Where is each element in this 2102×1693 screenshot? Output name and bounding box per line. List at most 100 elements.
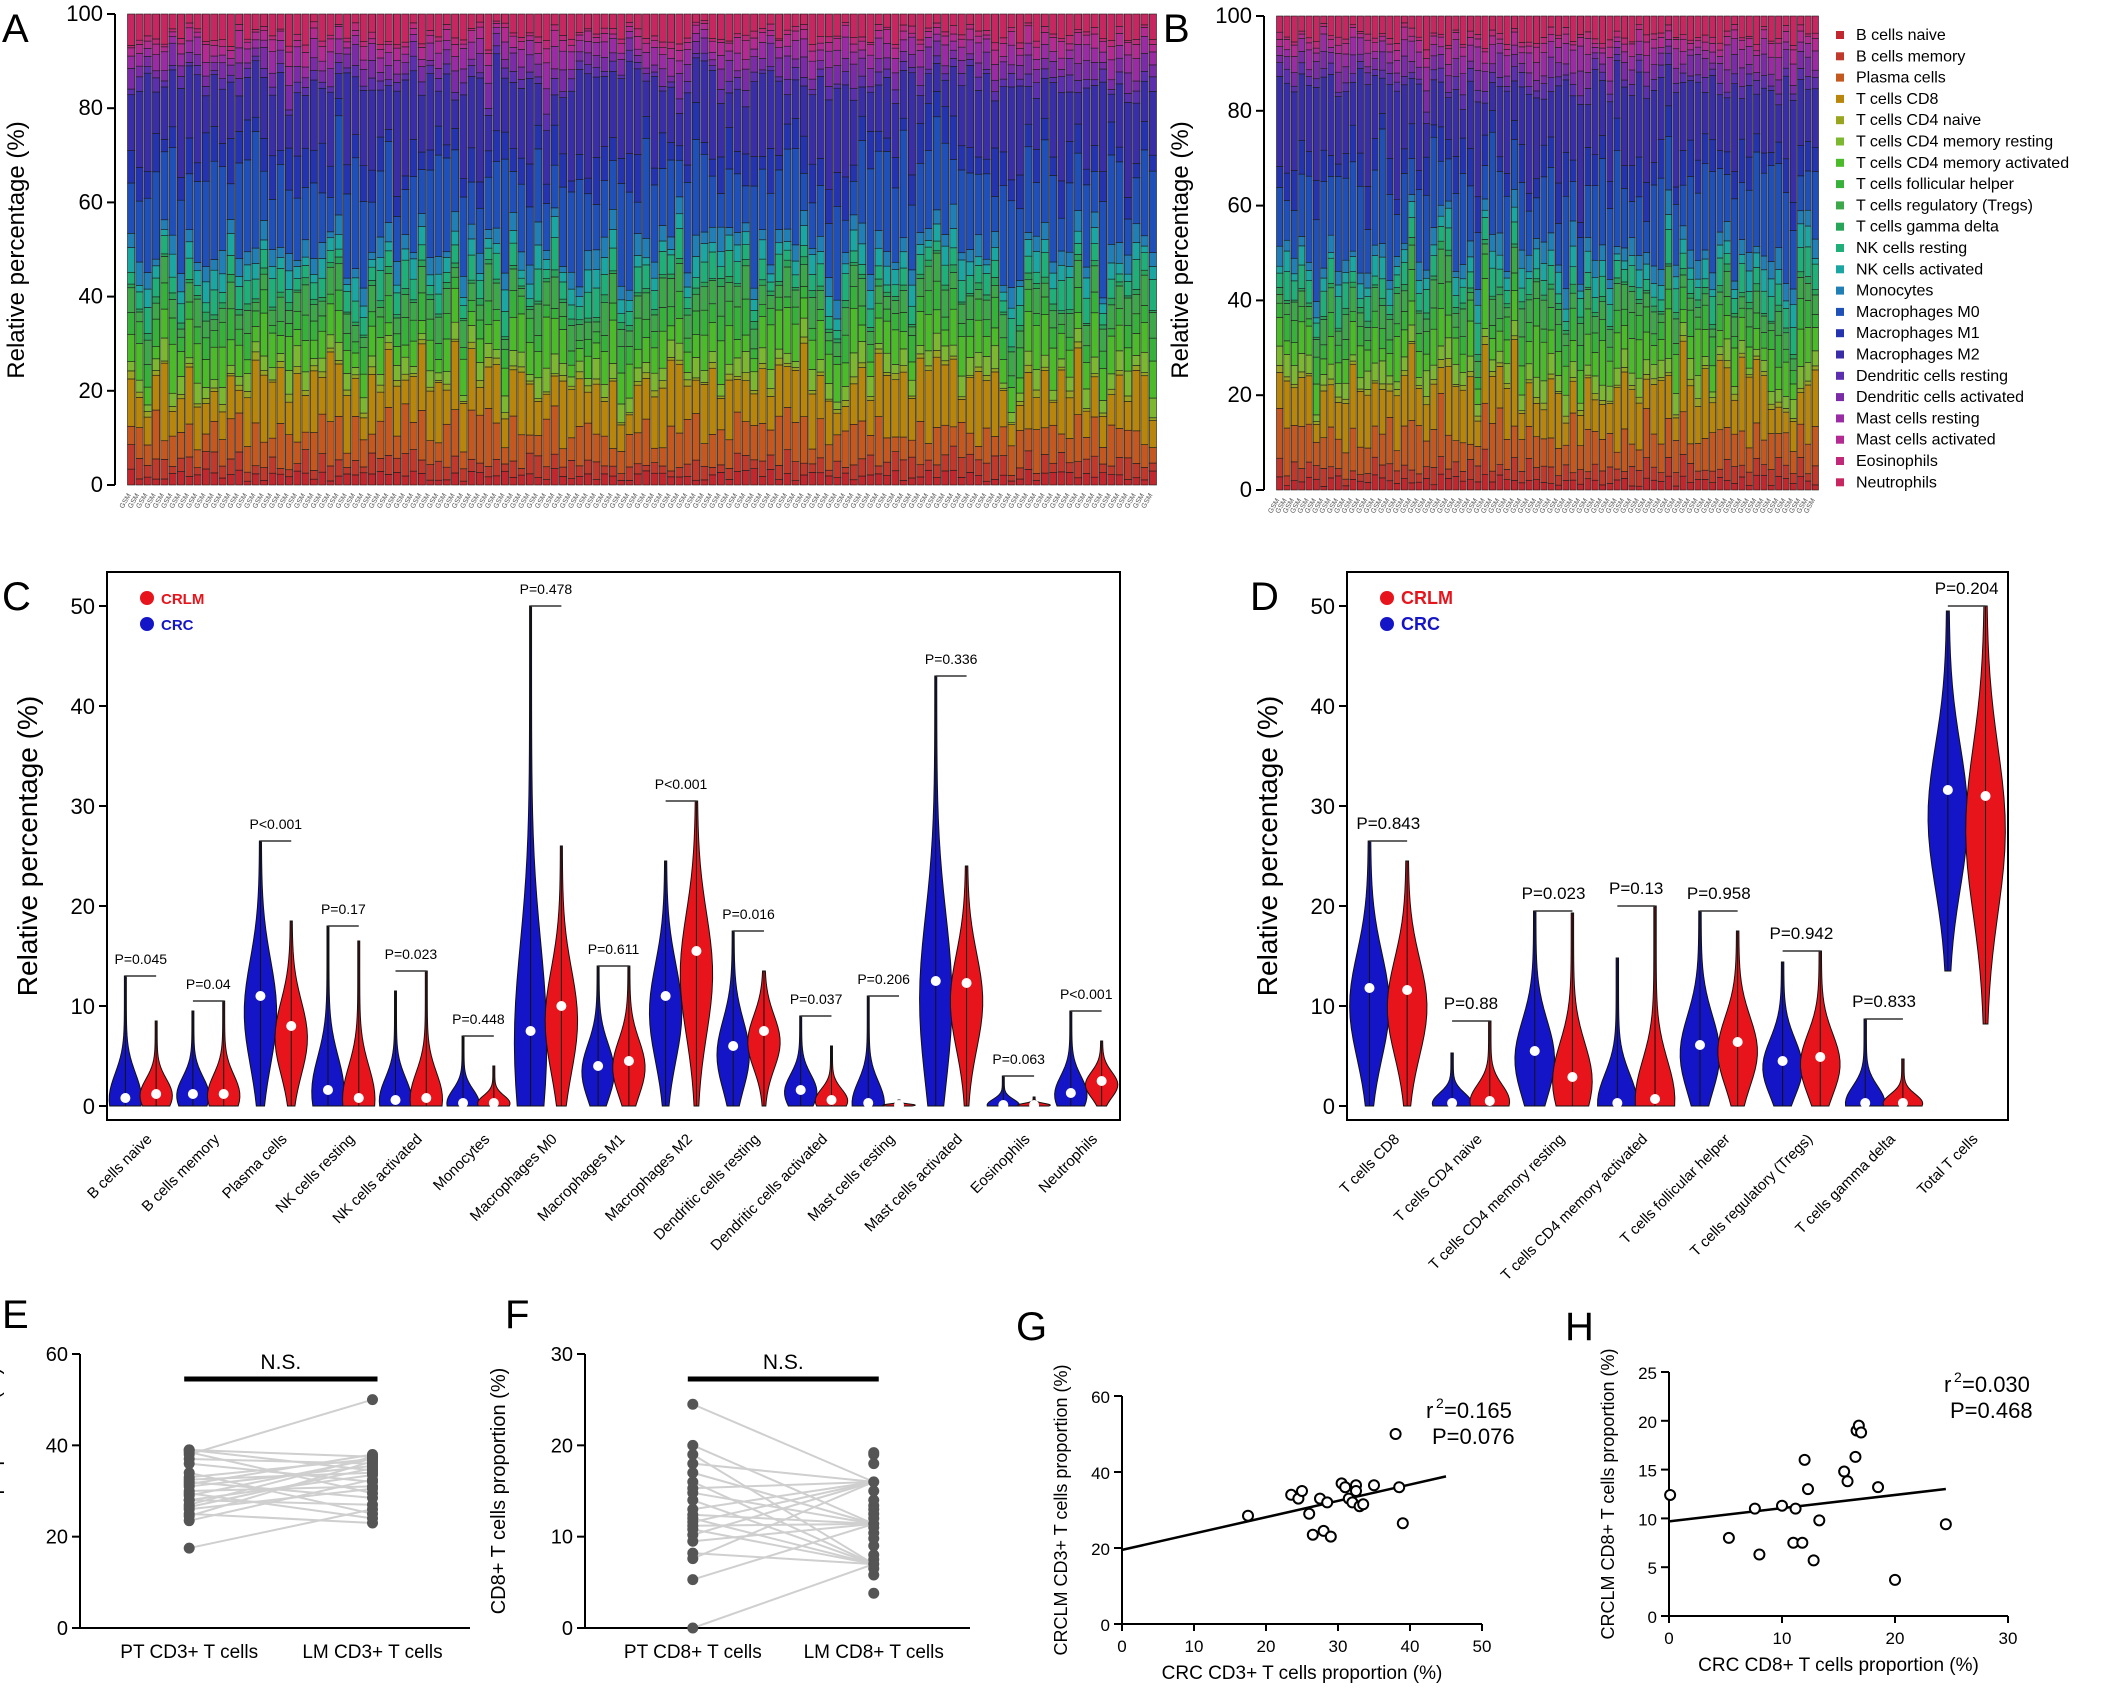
panel-a-bar-segment [949, 355, 958, 360]
panel-b-bar-segment [1305, 84, 1313, 152]
panel-b-bar-segment [1371, 474, 1379, 491]
panel-a-bar-segment [459, 196, 468, 277]
legend-swatch [1836, 244, 1844, 252]
panel-a-bar-segment [285, 66, 293, 86]
legend-label: Macrophages M2 [1856, 347, 1980, 364]
panel-b-bar-segment [1650, 265, 1658, 284]
panel-b-bar-segment [1731, 483, 1739, 491]
panel-b-bar-segment [1679, 150, 1687, 186]
panel-a-bar-segment [692, 293, 700, 312]
panel-b-bar-segment [1672, 318, 1680, 344]
panel-b-bar-segment [1290, 320, 1298, 343]
panel-a-bar-segment [766, 290, 775, 296]
panel-b-bar-segment [1378, 389, 1386, 435]
panel-b-bar-segment [1364, 272, 1372, 289]
panel-b-bar-segment [1386, 314, 1394, 320]
panel-a-bar-segment [268, 86, 277, 96]
panel-a-bar-segment [1032, 251, 1041, 273]
panel-b-bar-segment [1533, 376, 1540, 398]
panel-b-bar-segment [1591, 463, 1599, 481]
panel-a-bar-segment [982, 173, 991, 260]
panel-b-bar-segment [1613, 47, 1621, 55]
panel-a-bar-segment [741, 231, 750, 245]
panel-c-y-tick-label: 20 [71, 894, 95, 919]
panel-a-bar-segment [883, 352, 891, 373]
panel-b-bar-segment [1305, 461, 1313, 478]
panel-b-bar-segment [1312, 414, 1320, 422]
panel-b-bar-segment [1679, 454, 1687, 477]
panel-b-bar-segment [1364, 327, 1372, 341]
panel-a-bar-segment [592, 433, 601, 463]
panel-a-bar-segment [1099, 303, 1107, 314]
panel-a-bar-segment [567, 69, 576, 80]
panel-b-bar-segment [1599, 244, 1607, 261]
panel-a-bar-segment [293, 197, 302, 261]
panel-a-bar-segment [343, 13, 352, 39]
panel-b-bar-segment [1503, 75, 1511, 87]
panel-b-bar-segment [1283, 39, 1291, 51]
panel-a-bar-segment [683, 272, 692, 288]
panel-b-bar-segment [1811, 32, 1819, 39]
panel-b-bar-segment [1334, 344, 1342, 364]
panel-a-bar-segment [600, 13, 609, 29]
panel-b-bar-segment [1356, 61, 1364, 69]
panel-a-bar-segment [567, 44, 576, 53]
panel-a-bar-segment [758, 156, 767, 170]
panel-a-bar-segment [409, 376, 418, 423]
panel-a-bar-segment [500, 412, 509, 420]
panel-a-bar-segment [1082, 388, 1091, 409]
panel-a-bar-segment [534, 377, 543, 399]
panel-b-bar-segment [1643, 331, 1651, 361]
panel-a-bar-segment [1049, 303, 1058, 312]
panel-b-bar-segment [1621, 269, 1629, 283]
panel-a-bar-segment [1024, 22, 1033, 27]
panel-a-bar-segment [567, 318, 576, 326]
panel-a-bar-segment [476, 387, 484, 416]
panel-a-bar-segment [600, 435, 609, 467]
panel-a-bar-segment [451, 244, 460, 264]
panel-a-bar-segment [160, 308, 169, 339]
panel-a-bar-segment [143, 333, 152, 341]
panel-a-bar-segment [467, 76, 476, 149]
panel-a-bar-segment [127, 287, 136, 313]
panel-a-bar-segment [667, 339, 676, 358]
panel-a-bar-segment [1107, 297, 1116, 306]
panel-a-bar-segment [359, 334, 368, 338]
panel-a-bar-segment [957, 46, 966, 61]
panel-b-bar-segment [1511, 221, 1518, 245]
legend-label: T cells CD4 memory activated [1856, 155, 2069, 172]
panel-b-bar-segment [1657, 313, 1665, 323]
panel-a-bar-segment [334, 475, 343, 486]
panel-a-bar-segment [1123, 297, 1132, 326]
panel-b-bar-segment [1276, 76, 1284, 167]
panel-a-bar-segment [766, 388, 775, 397]
legend-swatch [1836, 478, 1844, 487]
panel-a-bar-segment [235, 412, 244, 453]
panel-b-bar-segment [1687, 267, 1695, 280]
panel-a-bar-segment [1040, 314, 1049, 356]
panel-a-bar-segment [293, 373, 302, 443]
panel-a-bar-segment [384, 273, 393, 297]
panel-a-bar-segment [741, 185, 750, 224]
panel-a-bar-segment [550, 164, 559, 209]
panel-b-bar-segment [1312, 441, 1320, 466]
panel-a-bar-segment [509, 242, 518, 266]
panel-a-bar-segment [193, 285, 202, 296]
panel-a-bar-segment [957, 399, 966, 423]
panel-a-bar-segment [293, 310, 302, 330]
legend-swatch [1836, 307, 1844, 316]
panel-b-bar-segment [1444, 207, 1452, 229]
panel-a-bar-segment [791, 287, 800, 291]
panel-a-bar-segment [193, 382, 202, 405]
panel-a-bar-segment [127, 45, 136, 49]
panel-a-bar-segment [393, 216, 401, 262]
panel-a-bar-segment [409, 34, 418, 42]
panel-b-bar-segment [1731, 54, 1739, 75]
panel-b-bar-segment [1334, 44, 1342, 54]
panel-b-bar-segment [1283, 485, 1291, 491]
panel-a-bar-segment [309, 57, 318, 71]
panel-a-bar-segment [1132, 58, 1141, 82]
panel-a-bar-segment [218, 307, 227, 323]
panel-b-bar-segment [1452, 32, 1460, 40]
panel-b-bar-segment [1533, 62, 1540, 81]
